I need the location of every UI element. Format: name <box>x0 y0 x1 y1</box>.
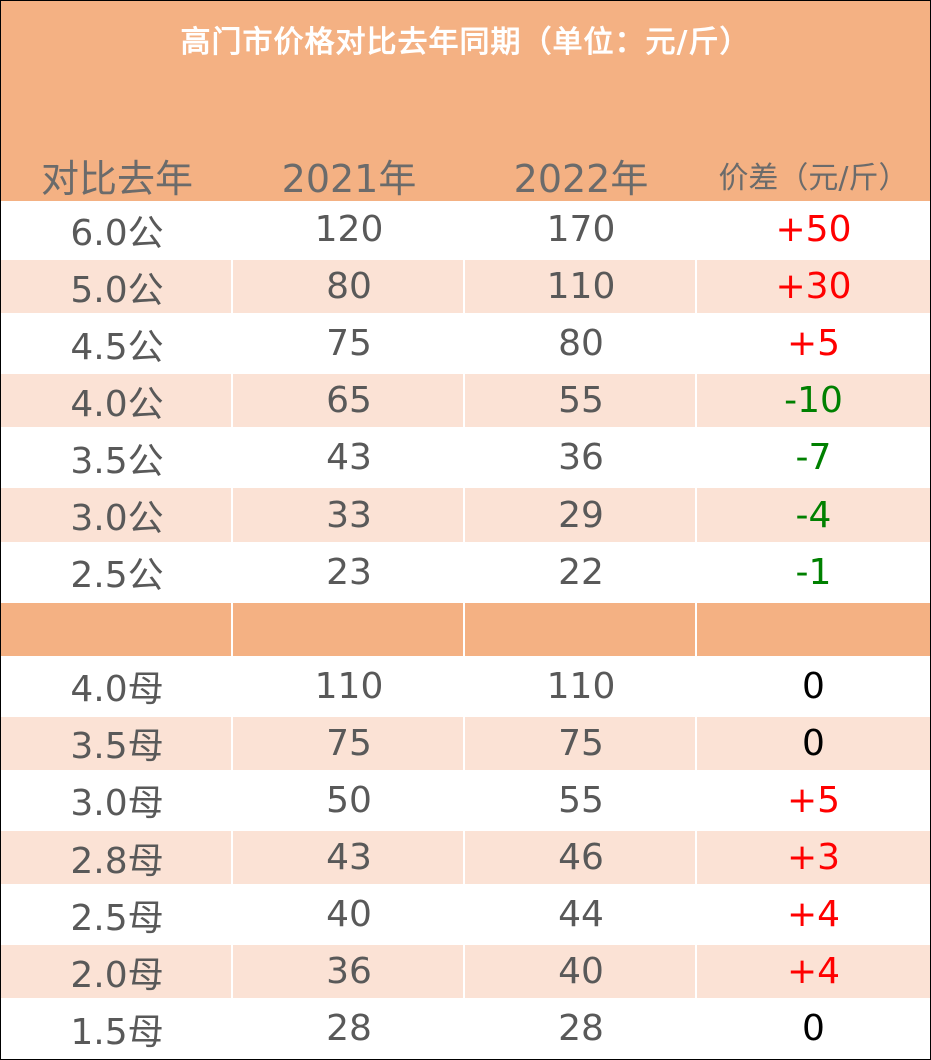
separator-cell <box>465 601 697 658</box>
table-row: 2.8母 43 46 +3 <box>1 829 930 887</box>
price-diff: -1 <box>795 551 832 593</box>
price-2022: 29 <box>465 486 697 543</box>
table-row: 2.0母 36 40 +4 <box>1 943 930 1001</box>
row-label: 2.5母 <box>70 897 164 939</box>
table-row: 6.0公 120 170 +50 <box>1 201 930 259</box>
price-2021: 23 <box>326 551 372 593</box>
price-2022: 46 <box>465 829 697 886</box>
price-diff: +50 <box>775 209 852 251</box>
row-label: 3.5母 <box>1 715 233 772</box>
table-row: 3.0公 33 29 -4 <box>1 486 930 544</box>
row-label: 6.0公 <box>70 212 164 254</box>
row-label: 4.5公 <box>70 326 164 368</box>
separator-cell <box>1 601 233 658</box>
price-2021: 50 <box>326 779 372 821</box>
price-diff: 0 <box>802 665 825 707</box>
price-2021: 75 <box>233 715 465 772</box>
price-2022: 80 <box>558 323 604 365</box>
price-2022: 170 <box>546 209 616 251</box>
row-label: 4.0公 <box>1 372 233 429</box>
price-2021: 36 <box>233 943 465 1000</box>
price-2022: 22 <box>558 551 604 593</box>
row-label: 2.0母 <box>1 943 233 1000</box>
price-2021: 75 <box>326 323 372 365</box>
row-label: 1.5母 <box>70 1011 164 1053</box>
price-diff: +5 <box>786 779 841 821</box>
price-2021: 110 <box>314 665 384 707</box>
table-row: 5.0公 80 110 +30 <box>1 258 930 316</box>
column-header-2022: 2022年 <box>513 156 649 201</box>
table-row: 2.5母 40 44 +4 <box>1 886 930 944</box>
price-diff: 0 <box>802 1008 825 1050</box>
price-diff: -10 <box>784 380 843 422</box>
row-label: 4.0母 <box>70 669 164 711</box>
row-label: 3.0母 <box>70 783 164 825</box>
price-diff: +30 <box>775 266 852 308</box>
table-header: 高门市价格对比去年同期（单位：元/斤） 对比去年 2021年 2022年 价差（… <box>1 1 930 201</box>
price-2021: 80 <box>233 258 465 315</box>
price-2022: 55 <box>465 372 697 429</box>
price-2022: 55 <box>558 779 604 821</box>
column-header-diff: 价差（元/斤） <box>718 161 909 196</box>
price-2022: 28 <box>558 1008 604 1050</box>
price-diff: -7 <box>795 437 832 479</box>
table-row: 1.5母 28 28 0 <box>1 1000 930 1058</box>
table-separator-row <box>1 600 930 658</box>
price-diff: +3 <box>786 837 841 879</box>
price-diff: -4 <box>795 494 832 536</box>
separator-cell <box>233 601 465 658</box>
price-2022: 110 <box>546 665 616 707</box>
table-row: 4.0公 65 55 -10 <box>1 372 930 430</box>
price-2021: 40 <box>326 894 372 936</box>
price-2021: 120 <box>314 209 384 251</box>
price-2022: 110 <box>465 258 697 315</box>
price-diff: +4 <box>786 894 841 936</box>
price-2021: 65 <box>233 372 465 429</box>
column-header-2021: 2021年 <box>281 156 417 201</box>
row-label: 2.8母 <box>1 829 233 886</box>
price-2021: 33 <box>233 486 465 543</box>
price-2021: 28 <box>326 1008 372 1050</box>
price-2022: 75 <box>465 715 697 772</box>
price-diff: 0 <box>802 722 825 764</box>
row-label: 3.5公 <box>70 440 164 482</box>
table-row: 3.0母 50 55 +5 <box>1 771 930 830</box>
column-header-compare: 对比去年 <box>40 156 193 201</box>
table-row: 3.5母 75 75 0 <box>1 714 930 772</box>
price-diff: +5 <box>786 323 841 365</box>
table-row: 4.0母 110 110 0 <box>1 657 930 715</box>
price-2021: 43 <box>233 829 465 886</box>
price-2022: 36 <box>558 437 604 479</box>
row-label: 3.0公 <box>1 486 233 543</box>
row-label: 2.5公 <box>70 555 164 597</box>
table-row: 2.5公 23 22 -1 <box>1 543 930 601</box>
table-row: 3.5公 43 36 -7 <box>1 429 930 487</box>
row-label: 5.0公 <box>1 258 233 315</box>
price-2022: 40 <box>465 943 697 1000</box>
table-title: 高门市价格对比去年同期（单位：元/斤） <box>180 25 751 60</box>
table-body: 6.0公 120 170 +50 5.0公 80 110 +30 4.5公 75 80 +5 4.0公 6… <box>1 201 930 1058</box>
separator-cell <box>697 601 930 658</box>
price-2021: 43 <box>326 437 372 479</box>
table-row: 4.5公 75 80 +5 <box>1 315 930 373</box>
price-2022: 44 <box>558 894 604 936</box>
price-diff: +4 <box>786 951 841 993</box>
